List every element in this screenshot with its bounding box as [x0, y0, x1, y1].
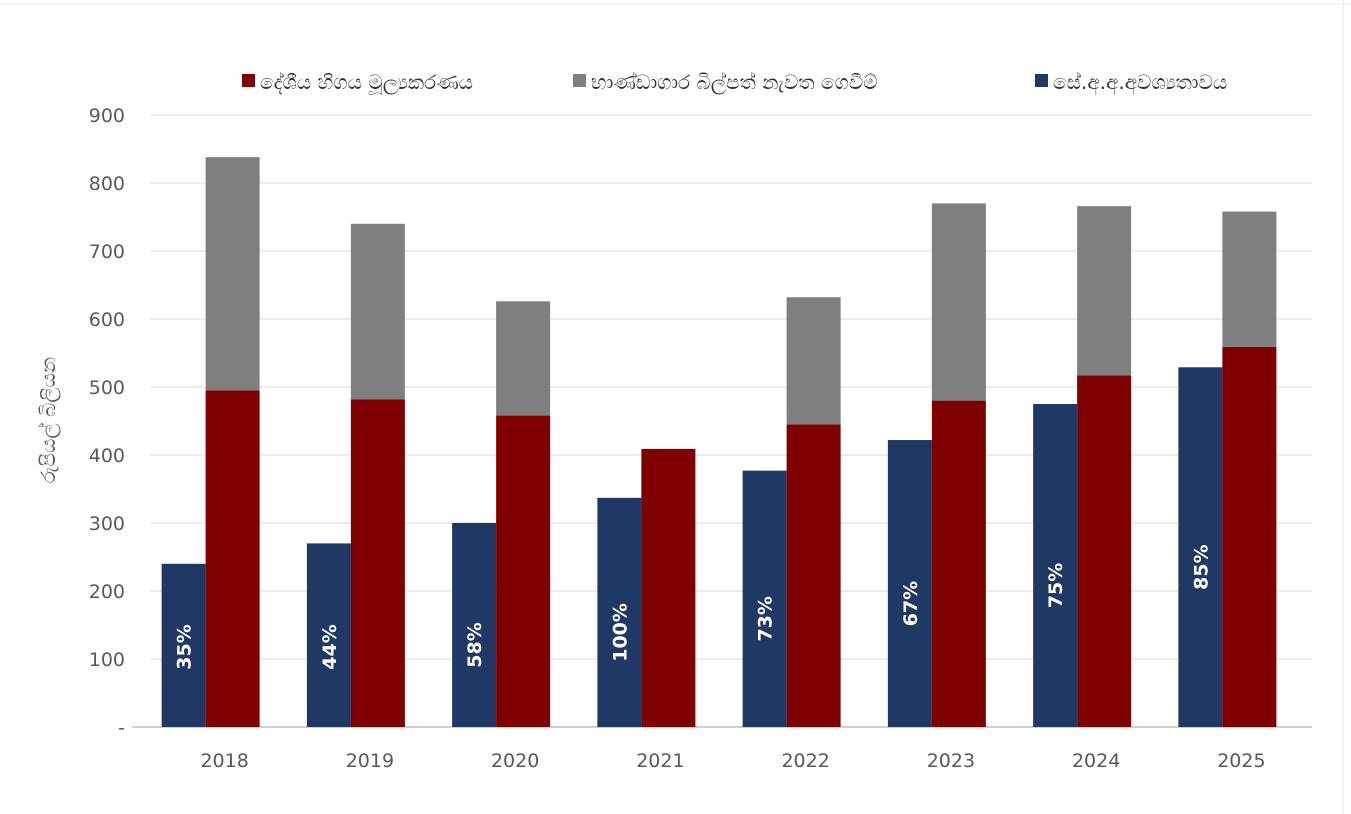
bars: 35% 44% 58% 100% 73% 67% 75% 85% — [161, 157, 1277, 727]
data-label: 73% — [755, 596, 777, 641]
y-tick-label: 200 — [89, 581, 125, 603]
bar-grey — [205, 157, 260, 391]
data-label: 75% — [1045, 563, 1067, 608]
x-axis: 2018 2019 2020 2021 2022 2023 2024 2025 — [200, 750, 1265, 772]
data-label: 58% — [464, 622, 486, 667]
bar-grey — [1222, 211, 1277, 347]
y-tick-label: 100 — [89, 649, 125, 671]
legend-label: භාණ්ඩාගාර බිල්පත් නැවත ගෙවීම් — [591, 70, 878, 95]
y-axis: - 100 200 300 400 500 600 700 800 900 — [89, 105, 125, 739]
bar-red — [931, 400, 986, 727]
x-tick-label: 2018 — [200, 750, 248, 772]
legend-swatch — [1035, 74, 1048, 87]
bar-red — [205, 390, 260, 727]
bar-blue — [887, 440, 932, 727]
bar-blue — [1178, 367, 1223, 727]
x-tick-label: 2023 — [927, 750, 975, 772]
bar-blue — [742, 470, 787, 727]
legend-swatch — [242, 74, 255, 87]
bar-grey — [496, 301, 551, 416]
data-label: 35% — [174, 624, 196, 669]
bar-red — [1222, 346, 1277, 727]
y-tick-label: 800 — [89, 173, 125, 195]
y-tick-label: 900 — [89, 105, 125, 127]
bar-red — [496, 415, 551, 727]
bar-red — [1077, 375, 1132, 727]
legend-swatch — [573, 74, 586, 87]
bar-blue — [161, 563, 206, 727]
y-tick-label: 500 — [89, 377, 125, 399]
legend: දේශීය හිගය මූල්‍යකරණය භාණ්ඩාගාර බිල්පත් න… — [242, 70, 1227, 96]
bar-blue — [452, 523, 497, 727]
y-tick-label: 400 — [89, 445, 125, 467]
x-tick-label: 2024 — [1072, 750, 1120, 772]
y-tick-label: 700 — [89, 241, 125, 263]
y-tick-label: 300 — [89, 513, 125, 535]
y-tick-label: 600 — [89, 309, 125, 331]
data-label: 100% — [609, 603, 631, 662]
bar-grey — [350, 223, 405, 400]
x-tick-label: 2020 — [491, 750, 539, 772]
data-label: 67% — [900, 581, 922, 626]
legend-label: දේශීය හිගය මූල්‍යකරණය — [260, 70, 473, 96]
legend-label: සේ.අ.අ.අවශ්‍යතාවය — [1053, 70, 1227, 95]
bar-red — [641, 448, 696, 727]
bar-grey — [931, 203, 986, 401]
data-label: 85% — [1190, 544, 1212, 589]
bar-grey — [786, 297, 841, 425]
bar-blue — [1033, 404, 1078, 727]
y-axis-title: රුපියල් බිලියන — [36, 357, 61, 483]
x-tick-label: 2021 — [636, 750, 684, 772]
bar-blue — [597, 497, 642, 727]
x-tick-label: 2022 — [781, 750, 829, 772]
x-tick-label: 2019 — [346, 750, 394, 772]
bar-red — [350, 399, 405, 727]
bar-grey — [1077, 206, 1132, 376]
y-tick-label: - — [118, 717, 125, 739]
data-label: 44% — [319, 624, 341, 669]
bar-blue — [306, 543, 351, 727]
bar-red — [786, 424, 841, 727]
x-tick-label: 2025 — [1217, 750, 1265, 772]
